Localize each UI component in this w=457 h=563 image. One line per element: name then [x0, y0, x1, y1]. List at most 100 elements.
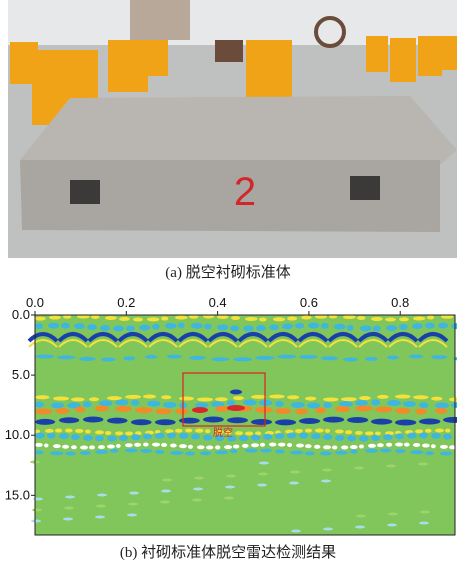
radar-reflection	[407, 433, 417, 439]
radar-reflection	[179, 433, 189, 439]
radar-reflection	[211, 357, 229, 361]
radar-speckle	[160, 501, 170, 504]
radar-speckle	[356, 515, 366, 518]
radar-reflection	[206, 445, 213, 449]
radar-reflection	[371, 419, 392, 425]
radar-reflection	[355, 400, 368, 406]
radar-reflection	[217, 324, 228, 330]
radar-reflection	[375, 431, 381, 435]
radar-reflection	[311, 433, 321, 439]
radar-reflection	[233, 396, 244, 400]
radar-speckle	[257, 484, 267, 487]
radar-speckle	[31, 520, 41, 523]
radar-reflection	[445, 429, 450, 433]
radar-reflection	[427, 315, 434, 319]
radar-reflection	[185, 429, 192, 433]
radar-reflection	[323, 445, 331, 449]
radar-anomaly	[192, 407, 208, 413]
radar-reflection	[125, 431, 133, 435]
radar-reflection	[179, 418, 200, 424]
radar-reflection	[155, 450, 164, 454]
radar-speckle	[128, 503, 138, 506]
radar-reflection	[107, 418, 127, 424]
radar-reflection	[35, 355, 54, 359]
radar-reflection	[347, 417, 368, 423]
radar-reflection	[371, 400, 380, 406]
radar-reflection	[341, 445, 348, 449]
radar-speckle	[291, 530, 301, 533]
radar-reflection	[443, 434, 452, 440]
radar-reflection	[365, 431, 374, 435]
radar-reflection	[203, 417, 224, 423]
radar-reflection	[35, 433, 45, 439]
radar-reflection	[359, 435, 369, 441]
radar-reflection	[71, 445, 77, 449]
radar-reflection	[377, 443, 384, 447]
radar-reflection	[299, 355, 318, 359]
radar-speckle	[323, 528, 333, 531]
radar-reflection	[74, 323, 85, 329]
radar-reflection	[287, 443, 292, 447]
radar-reflection	[131, 434, 141, 440]
radar-reflection	[134, 443, 141, 447]
radar-reflection	[377, 395, 389, 399]
radar-reflection	[365, 357, 378, 361]
radar-speckle	[127, 514, 137, 517]
radar-reflection	[224, 445, 232, 449]
radar-reflection	[119, 435, 128, 441]
radar-reflection	[395, 449, 405, 453]
radar-reflection	[371, 317, 383, 321]
radar-reflection	[419, 418, 440, 424]
radar-reflection	[191, 323, 203, 329]
radar-reflection	[251, 443, 259, 447]
photo: 2	[8, 0, 457, 258]
radar-reflection	[185, 451, 195, 455]
radar-speckle	[32, 509, 42, 512]
radar-reflection	[126, 325, 135, 331]
radar-reflection	[35, 317, 46, 321]
radar-reflection	[191, 434, 200, 440]
radar-reflection	[335, 429, 344, 433]
radar-reflection	[50, 451, 63, 455]
radar-reflection	[140, 449, 152, 453]
radar-reflection	[275, 408, 291, 414]
radar-reflection	[365, 449, 378, 453]
radar-reflection	[35, 408, 52, 414]
radar-reflection	[230, 325, 239, 331]
radar-reflection	[98, 445, 105, 449]
radar-reflection	[35, 419, 55, 425]
radar-reflection	[143, 433, 152, 439]
radar-reflection	[291, 402, 305, 408]
radar-reflection	[431, 444, 436, 448]
radar-reflection	[301, 315, 312, 319]
radar-reflection	[65, 451, 76, 455]
radar-speckle	[95, 516, 105, 519]
radar-reflection	[277, 355, 297, 359]
radar-reflection	[55, 429, 62, 433]
radar-reflection	[273, 317, 285, 321]
radar-reflection	[125, 443, 133, 447]
radar-reflection	[275, 401, 284, 407]
radar-reflection	[251, 419, 272, 425]
radar-reflection	[83, 401, 92, 407]
radar-reflection	[403, 401, 416, 407]
radar-reflection	[49, 316, 61, 320]
radar-reflection	[71, 434, 80, 440]
radar-reflection	[335, 451, 348, 455]
radar-reflection	[287, 317, 297, 321]
radar-reflection	[59, 417, 79, 423]
radar-reflection	[143, 443, 149, 447]
radar-reflection	[259, 317, 267, 321]
radar-reflection	[61, 323, 70, 329]
radar-reflection	[243, 325, 254, 331]
radar-reflection	[91, 315, 99, 319]
radar-reflection	[287, 395, 299, 399]
radar-reflection	[107, 396, 122, 400]
radar-reflection	[404, 443, 410, 447]
radar-reflection	[295, 429, 303, 433]
radar-reflection	[341, 397, 357, 401]
radar-reflection	[195, 429, 204, 433]
radar-reflection	[152, 324, 160, 330]
radar-reflection	[204, 323, 212, 329]
radar-reflection	[321, 356, 338, 360]
